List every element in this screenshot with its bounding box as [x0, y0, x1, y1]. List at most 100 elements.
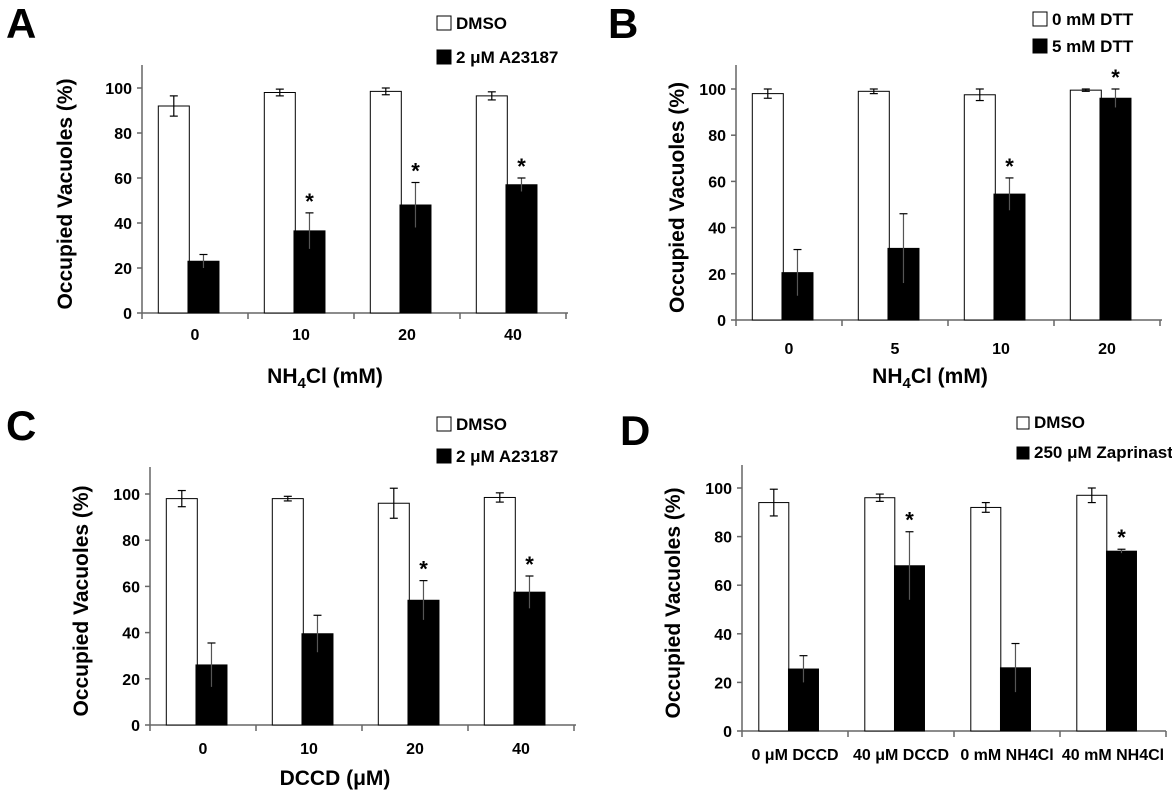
panel-c-significance-star: * [525, 552, 534, 577]
panel-d-letter: D [620, 407, 650, 454]
panel-a-bar-treated [505, 184, 538, 314]
panel-a-legend-swatch-control [436, 15, 452, 31]
panel-b-x-axis-title-part: Cl (mM) [911, 365, 988, 388]
panel-a-category-label: 20 [398, 327, 416, 344]
panel-a-bar-control [157, 105, 190, 314]
panel-a-bar-control [475, 95, 508, 314]
panel-d-significance-star: * [905, 508, 914, 533]
panel-b-y-axis-title: Occupied Vacuoles (%) [666, 82, 689, 313]
panel-a-legend-swatch-treated [436, 49, 452, 65]
panel-d-bar-control [1076, 494, 1108, 732]
panel-b-bar-control [751, 93, 784, 321]
panel-c-bar-treated [513, 591, 546, 726]
panel-c-bar-control [165, 498, 198, 726]
panel-a-x-axis-title-part: NH [267, 365, 297, 388]
panel-a-legend-label-control: DMSO [456, 14, 507, 33]
panel-d-bar-treated [1105, 550, 1137, 732]
panel-b-bar-control [857, 90, 890, 321]
panel-d-ytick-label: 100 [705, 481, 732, 498]
panel-c-significance-star: * [419, 557, 428, 582]
panel-b-category-label: 20 [1098, 341, 1116, 358]
panel-c-category-label: 40 [512, 741, 530, 758]
panel-b-x-axis-title-subscript: 4 [903, 375, 912, 392]
panel-d-bar-control [864, 497, 896, 732]
panel-b-bar-control [963, 94, 996, 321]
panel-a-ytick-label: 40 [114, 216, 132, 233]
panel-c-legend-swatch-control [436, 416, 452, 432]
panel-c-legend-label-treated: 2 μM A23187 [456, 447, 558, 466]
panel-c-ytick-label: 40 [122, 626, 140, 643]
panel-c-ytick-label: 20 [122, 672, 140, 689]
panel-b-ytick-label: 60 [708, 174, 726, 191]
panel-a-ytick-label: 80 [114, 126, 132, 143]
panel-b-legend-label-treated: 5 mM DTT [1052, 37, 1134, 56]
panel-b-significance-star: * [1111, 65, 1120, 90]
panel-c-category-label: 20 [406, 741, 424, 758]
panel-a-significance-star: * [411, 159, 420, 184]
panel-c-ytick-label: 0 [131, 718, 140, 735]
panel-c-ytick-label: 60 [122, 579, 140, 596]
panel-c-legend-label-control: DMSO [456, 415, 507, 434]
panel-b-ytick-label: 0 [717, 313, 726, 330]
panel-c-y-axis-title: Occupied Vacuoles (%) [70, 485, 93, 716]
panel-d-ytick-label: 80 [714, 530, 732, 547]
panel-b-x-axis-title: NH4Cl (mM) [872, 365, 988, 392]
panel-c-x-axis-title: DCCD (μM) [280, 767, 391, 790]
panel-c-bar-control [483, 496, 516, 726]
panel-b-legend-swatch-treated [1032, 38, 1048, 54]
panel-b-bar-control [1069, 89, 1102, 321]
panel-d-bar-control [758, 502, 790, 732]
panel-c-category-label: 10 [300, 741, 318, 758]
panel-d-ytick-label: 60 [714, 578, 732, 595]
panel-b-ytick-label: 20 [708, 267, 726, 284]
panel-d-category-label: 40 μM DCCD [853, 747, 949, 764]
panel-d-category-label: 0 mM NH4Cl [960, 747, 1053, 764]
panel-c-ytick-label: 80 [122, 533, 140, 550]
panel-b-legend-label-control: 0 mM DTT [1052, 10, 1134, 29]
panel-a-bar-control [263, 92, 296, 314]
panel-a-ytick-label: 60 [114, 171, 132, 188]
panel-a-bar-control [369, 90, 402, 314]
panel-c-letter: C [6, 402, 36, 449]
panel-d-legend-label-treated: 250 μM Zaprinast [1034, 443, 1172, 462]
panel-d-ytick-label: 40 [714, 627, 732, 644]
panel-a-x-axis-title: NH4Cl (mM) [267, 365, 383, 392]
panel-a-significance-star: * [517, 154, 526, 179]
panel-a-ytick-label: 20 [114, 261, 132, 278]
panel-d-legend-swatch-control [1016, 416, 1030, 430]
panel-a-letter: A [6, 0, 36, 47]
panel-d-category-label: 0 μM DCCD [751, 747, 838, 764]
panel-d-ytick-label: 0 [723, 724, 732, 741]
panel-d-category-label: 40 mM NH4Cl [1062, 747, 1164, 764]
panel-b-x-axis-title-part: NH [872, 365, 902, 388]
panel-d-bar-control [970, 506, 1002, 732]
panel-b-bar-treated [1099, 97, 1132, 321]
panel-b-bar-treated [993, 193, 1026, 321]
panel-a-ytick-label: 100 [105, 81, 132, 98]
panel-b-category-label: 5 [891, 341, 900, 358]
panel-a-ytick-label: 0 [123, 306, 132, 323]
panel-c-bar-control [271, 498, 304, 726]
panel-d-significance-star: * [1117, 525, 1126, 550]
panel-a-x-axis-title-part: Cl (mM) [306, 365, 383, 388]
panel-b-legend-swatch-control [1032, 11, 1048, 27]
panel-b-ytick-label: 80 [708, 128, 726, 145]
panel-b-significance-star: * [1005, 154, 1014, 179]
panel-b-category-label: 0 [785, 341, 794, 358]
panel-d-ytick-label: 20 [714, 675, 732, 692]
panel-c-x-axis-title-part: DCCD (μM) [280, 767, 391, 790]
panel-a-bar-treated [187, 260, 220, 314]
panel-d-y-axis-title: Occupied Vacuoles (%) [662, 487, 685, 718]
panel-c-bar-control [377, 502, 410, 726]
panel-a-category-label: 10 [292, 327, 310, 344]
panel-a-category-label: 40 [504, 327, 522, 344]
panel-c-legend-swatch-treated [436, 448, 452, 464]
panel-a-x-axis-title-subscript: 4 [298, 375, 307, 392]
panel-b-ytick-label: 40 [708, 221, 726, 238]
panel-a-significance-star: * [305, 189, 314, 214]
panel-a-legend-label-treated: 2 μM A23187 [456, 48, 558, 67]
panel-a-category-label: 0 [191, 327, 200, 344]
panel-a-y-axis-title: Occupied Vacuoles (%) [54, 78, 77, 309]
panel-d-legend-label-control: DMSO [1034, 413, 1085, 432]
